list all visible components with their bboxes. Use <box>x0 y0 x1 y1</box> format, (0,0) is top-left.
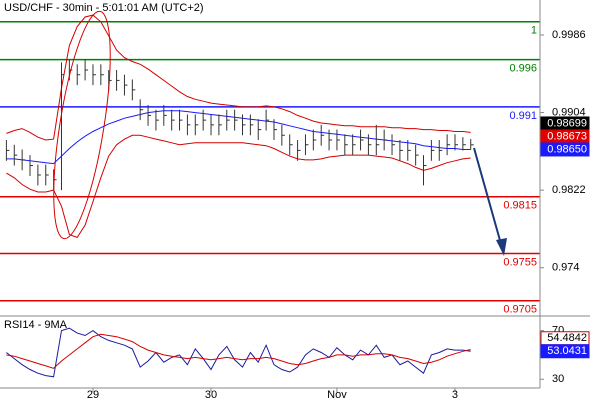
level-label: 0.9755 <box>503 256 537 268</box>
price-badge-label: 0.98699 <box>547 117 587 129</box>
rsi-title: RSI14 - 9MA <box>4 319 68 331</box>
price-badge-label: 0.98673 <box>547 130 587 142</box>
y-tick-label: 0.9822 <box>552 184 586 196</box>
y-tick-label: 0.9904 <box>552 106 586 118</box>
y-tick-label: 0.974 <box>552 262 580 274</box>
indicator-line <box>6 333 471 369</box>
x-tick-label: 30 <box>205 389 217 400</box>
forecast-arrow <box>473 147 502 245</box>
y-tick-label: 0.9986 <box>552 29 586 41</box>
price-badge-label: 53.0431 <box>547 345 587 357</box>
price-badge <box>540 142 590 157</box>
plot-layer: 1 0.996 0.991 0.9815 0.9755 0.9705 0.9986 0.990… <box>0 14 590 400</box>
x-tick-label: Nov <box>327 389 347 400</box>
level-label: 0.9815 <box>503 200 537 212</box>
level-label: 0.996 <box>509 63 537 75</box>
arrow-head <box>496 238 507 256</box>
y-tick-label: 30 <box>552 373 564 385</box>
level-label: 0.991 <box>509 110 537 122</box>
x-tick-label: 3 <box>452 389 458 400</box>
indicator-line <box>6 110 471 165</box>
price-badge-label: 54.4842 <box>547 332 587 344</box>
level-label: 1 <box>531 25 537 37</box>
price-badge <box>540 344 590 359</box>
indicator-line <box>6 134 471 239</box>
chart-title: USD/CHF - 30min - 5:01:01 AM (UTC+2) <box>4 2 204 14</box>
indicator-line <box>6 14 471 141</box>
price-badge-label: 0.98650 <box>547 143 587 155</box>
indicator-line <box>6 327 471 378</box>
highlight-ellipse <box>53 10 111 240</box>
x-tick-label: 29 <box>87 389 99 400</box>
level-label: 0.9705 <box>503 304 537 316</box>
